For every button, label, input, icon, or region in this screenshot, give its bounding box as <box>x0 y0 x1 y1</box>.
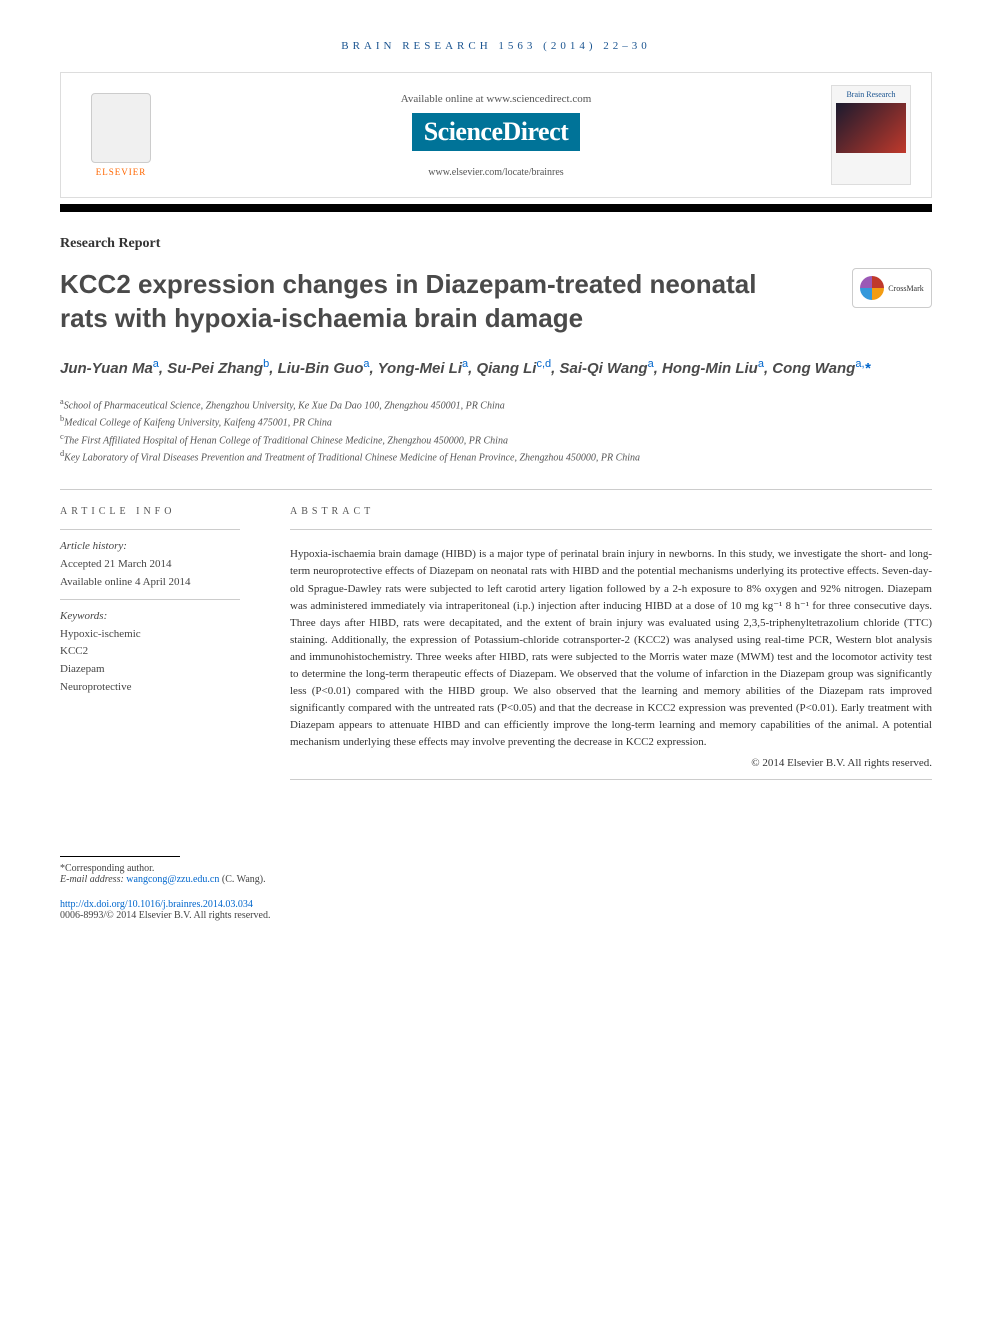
journal-cover: Brain Research <box>831 85 911 185</box>
affiliation-item: bMedical College of Kaifeng University, … <box>60 413 932 430</box>
elsevier-logo: ELSEVIER <box>81 85 161 185</box>
footer-rule <box>60 856 180 857</box>
abstract-bottom-divider <box>290 779 932 780</box>
corresponding-author: *Corresponding author. <box>60 863 932 874</box>
doi-link[interactable]: http://dx.doi.org/10.1016/j.brainres.201… <box>60 899 253 910</box>
keyword-item: Diazepam <box>60 661 260 679</box>
elsevier-tree-icon <box>91 93 151 163</box>
affiliation-item: dKey Laboratory of Viral Diseases Preven… <box>60 448 932 465</box>
abstract-head: ABSTRACT <box>290 506 932 517</box>
article-type: Research Report <box>60 236 932 252</box>
elsevier-label: ELSEVIER <box>96 167 147 177</box>
crossmark-label: CrossMark <box>888 284 924 293</box>
available-online-text: Available online at www.sciencedirect.co… <box>161 93 831 105</box>
crossmark-icon <box>860 276 884 300</box>
keyword-item: KCC2 <box>60 643 260 661</box>
sciencedirect-logo: ScienceDirect <box>412 113 581 151</box>
authors-list: Jun-Yuan Maa, Su-Pei Zhangb, Liu-Bin Guo… <box>60 356 932 381</box>
footer: *Corresponding author. E-mail address: w… <box>60 856 932 921</box>
journal-locate-url: www.elsevier.com/locate/brainres <box>161 167 831 178</box>
affiliation-item: cThe First Affiliated Hospital of Henan … <box>60 431 932 448</box>
article-history: Article history: Accepted 21 March 2014 … <box>60 538 260 591</box>
keywords-label: Keywords: <box>60 608 260 626</box>
issn-copyright: 0006-8993/© 2014 Elsevier B.V. All right… <box>60 910 270 921</box>
divider <box>60 489 932 490</box>
keywords-block: Keywords: Hypoxic-ischemicKCC2DiazepamNe… <box>60 608 260 696</box>
abstract-divider <box>290 529 932 530</box>
abstract-copyright: © 2014 Elsevier B.V. All rights reserved… <box>290 757 932 769</box>
header-box: ELSEVIER Available online at www.science… <box>60 72 932 198</box>
crossmark-badge[interactable]: CrossMark <box>852 268 932 308</box>
email-label: E-mail address: <box>60 874 124 885</box>
online-date: Available online 4 April 2014 <box>60 574 260 592</box>
accepted-date: Accepted 21 March 2014 <box>60 556 260 574</box>
journal-cover-title: Brain Research <box>846 90 895 99</box>
keyword-item: Neuroprotective <box>60 679 260 697</box>
email-author-name: (C. Wang). <box>222 874 266 885</box>
keyword-item: Hypoxic-ischemic <box>60 626 260 644</box>
history-label: Article history: <box>60 538 260 556</box>
journal-cover-image <box>836 103 906 153</box>
article-title: KCC2 expression changes in Diazepam-trea… <box>60 268 780 336</box>
affiliation-item: aSchool of Pharmaceutical Science, Zheng… <box>60 396 932 413</box>
info-divider <box>60 599 240 600</box>
email-line: E-mail address: wangcong@zzu.edu.cn (C. … <box>60 874 932 885</box>
article-info-head: ARTICLE INFO <box>60 506 260 517</box>
running-head: BRAIN RESEARCH 1563 (2014) 22–30 <box>60 40 932 52</box>
header-rule <box>60 204 932 212</box>
affiliations-list: aSchool of Pharmaceutical Science, Zheng… <box>60 396 932 465</box>
info-divider <box>60 529 240 530</box>
abstract-text: Hypoxia-ischaemia brain damage (HIBD) is… <box>290 546 932 751</box>
corresponding-email[interactable]: wangcong@zzu.edu.cn <box>126 874 219 885</box>
